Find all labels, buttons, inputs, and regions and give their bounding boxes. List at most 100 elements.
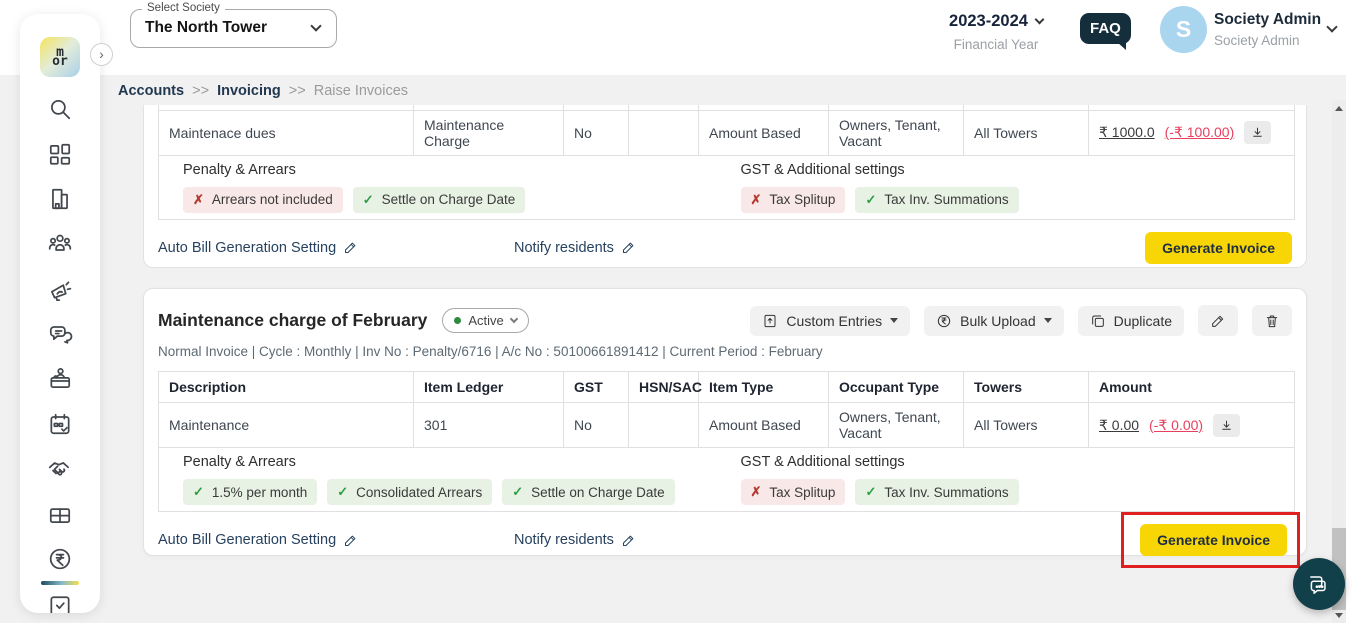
- invoice-card-maintenance-february: Maintenance charge of February Active Cu…: [143, 288, 1307, 568]
- sidebar-item-inventory[interactable]: [47, 501, 73, 527]
- check-icon: ✓: [362, 191, 374, 207]
- cell-towers: All Towers: [963, 402, 1089, 448]
- active-item-indicator: [41, 581, 79, 585]
- cell-amount: ₹ 0.00 (-₹ 0.00): [1088, 402, 1295, 448]
- discount-link[interactable]: (-₹ 100.00): [1164, 124, 1235, 140]
- duplicate-button[interactable]: Duplicate: [1077, 305, 1184, 336]
- download-button[interactable]: [1213, 413, 1241, 437]
- edit-invoice-button[interactable]: [1198, 305, 1238, 336]
- table-row: Maintenance 301 No Amount Based Owners, …: [158, 402, 1295, 448]
- cell-towers: All Towers: [963, 109, 1089, 156]
- financial-year-block: 2023-2024 Financial Year: [931, 12, 1061, 52]
- financial-year-label: Financial Year: [953, 37, 1039, 52]
- top-header: Select Society The North Tower 2023-2024…: [0, 0, 1366, 75]
- sidebar-item-community[interactable]: [47, 231, 73, 257]
- caret-down-icon: [890, 318, 899, 323]
- breadcrumb-raise-invoices: Raise Invoices: [313, 83, 409, 99]
- app-logo[interactable]: m or: [40, 37, 80, 77]
- scroll-up-arrow[interactable]: [1335, 106, 1343, 111]
- auto-bill-generation-setting-link[interactable]: Auto Bill Generation Setting: [158, 240, 514, 256]
- scrollbar[interactable]: [1332, 100, 1346, 623]
- bulk-upload-button[interactable]: Bulk Upload: [924, 305, 1064, 336]
- sidebar-item-society[interactable]: [47, 186, 73, 212]
- generate-invoice-button[interactable]: Generate Invoice: [1145, 231, 1292, 264]
- badge-tax-splitup: ✗ Tax Splitup: [740, 186, 846, 213]
- society-select-dropdown[interactable]: Select Society The North Tower: [130, 2, 337, 48]
- user-menu-chevron-icon[interactable]: [1326, 21, 1338, 33]
- gst-settings-title: GST & Additional settings: [740, 161, 905, 178]
- people-group-icon: [48, 234, 72, 251]
- download-button[interactable]: [1244, 121, 1272, 144]
- sidebar-item-accounts[interactable]: [47, 546, 73, 572]
- sidebar-item-partners[interactable]: [47, 456, 73, 482]
- search-icon: [51, 100, 71, 120]
- table-row: Penalty & Arrears ✗ Arrears not included …: [158, 154, 1295, 220]
- badge-tax-inv-summations: ✓ Tax Inv. Summations: [855, 479, 1019, 505]
- cell-item-ledger: Maintenance Charge: [413, 109, 564, 156]
- header-towers: Towers: [963, 371, 1089, 403]
- delete-invoice-button[interactable]: [1252, 305, 1292, 336]
- header-description: Description: [158, 371, 414, 403]
- red-highlight-annotation: Generate Invoice: [1121, 512, 1300, 568]
- cell-occupant-type: Owners, Tenant, Vacant: [828, 109, 964, 156]
- status-badge[interactable]: Active: [442, 308, 529, 333]
- sidebar-item-bookings[interactable]: [47, 411, 73, 437]
- header-hsn-sac: HSN/SAC: [628, 371, 702, 403]
- trash-icon: [1266, 315, 1278, 327]
- support-chat-button[interactable]: [1293, 558, 1345, 610]
- cell-gst: No: [563, 402, 629, 448]
- copy-icon: [1091, 315, 1104, 327]
- scroll-down-arrow[interactable]: [1335, 613, 1343, 618]
- financial-year-dropdown[interactable]: 2023-2024: [949, 12, 1045, 31]
- cell-item-type: Amount Based: [698, 402, 829, 448]
- sidebar-item-communication[interactable]: [47, 321, 73, 347]
- front-desk-icon: [50, 368, 71, 388]
- logo-glyph: m or: [52, 45, 68, 69]
- edit-pencil-icon: [1212, 315, 1224, 327]
- faq-button[interactable]: FAQ: [1080, 13, 1131, 50]
- sidebar-item-front-desk[interactable]: [47, 366, 73, 392]
- cell-hsn-sac: [628, 109, 699, 156]
- cell-gst: No: [563, 109, 629, 156]
- rupee-circle-icon: [937, 314, 951, 327]
- sidebar-item-announcements[interactable]: [47, 276, 73, 302]
- generate-invoice-button[interactable]: Generate Invoice: [1140, 524, 1287, 556]
- building-icon: [52, 188, 68, 210]
- header-occupant-type: Occupant Type: [828, 371, 964, 403]
- invoice-card-maintenance-dues: Maintenace dues Maintenance Charge No Am…: [143, 105, 1307, 268]
- dashboard-grid-icon: [49, 143, 71, 165]
- cross-icon: ✗: [750, 191, 762, 207]
- amount-link[interactable]: ₹ 0.00: [1099, 416, 1140, 433]
- caret-down-icon: [1043, 318, 1052, 323]
- user-role: Society Admin: [1214, 33, 1300, 48]
- cell-description: Maintenace dues: [158, 109, 414, 156]
- sidebar-item-more[interactable]: [47, 594, 73, 613]
- amount-link[interactable]: ₹ 1000.0: [1099, 124, 1155, 140]
- cell-description: Maintenance: [158, 402, 414, 448]
- user-avatar[interactable]: S: [1160, 6, 1207, 53]
- invoice-items-table: Maintenace dues Maintenance Charge No Am…: [158, 105, 1295, 220]
- breadcrumb-invoicing[interactable]: Invoicing: [217, 83, 281, 99]
- discount-link[interactable]: (-₹ 0.00): [1149, 416, 1204, 433]
- notify-residents-link[interactable]: Notify residents: [514, 240, 636, 256]
- badge-settle-on-charge-date: ✓ Settle on Charge Date: [352, 186, 526, 213]
- notify-residents-link[interactable]: Notify residents: [514, 532, 636, 548]
- custom-entries-button[interactable]: Custom Entries: [750, 305, 911, 336]
- badge-tax-inv-summations: ✓ Tax Inv. Summations: [855, 186, 1019, 213]
- header-amount: Amount: [1088, 371, 1295, 403]
- table-row: Maintenace dues Maintenance Charge No Am…: [158, 109, 1295, 156]
- sidebar-expand-button[interactable]: ›: [90, 43, 113, 66]
- sidebar-item-dashboard[interactable]: [47, 141, 73, 167]
- auto-bill-generation-setting-link[interactable]: Auto Bill Generation Setting: [158, 532, 514, 548]
- breadcrumb-separator: >>: [192, 83, 210, 99]
- breadcrumb-accounts[interactable]: Accounts: [118, 83, 185, 99]
- check-icon: ✓: [865, 484, 877, 499]
- cross-icon: ✗: [193, 191, 204, 207]
- chevron-down-icon: [310, 20, 322, 32]
- badge-arrears-not-included: ✗ Arrears not included: [183, 186, 343, 213]
- table-row: Penalty & Arrears ✓ 1.5% per month ✓ Conso…: [158, 447, 1295, 512]
- penalty-arrears-title: Penalty & Arrears: [183, 454, 296, 470]
- invoice-meta: Normal Invoice | Cycle : Monthly | Inv N…: [158, 344, 823, 359]
- file-upload-icon: [764, 314, 776, 327]
- sidebar-item-search[interactable]: [47, 96, 73, 122]
